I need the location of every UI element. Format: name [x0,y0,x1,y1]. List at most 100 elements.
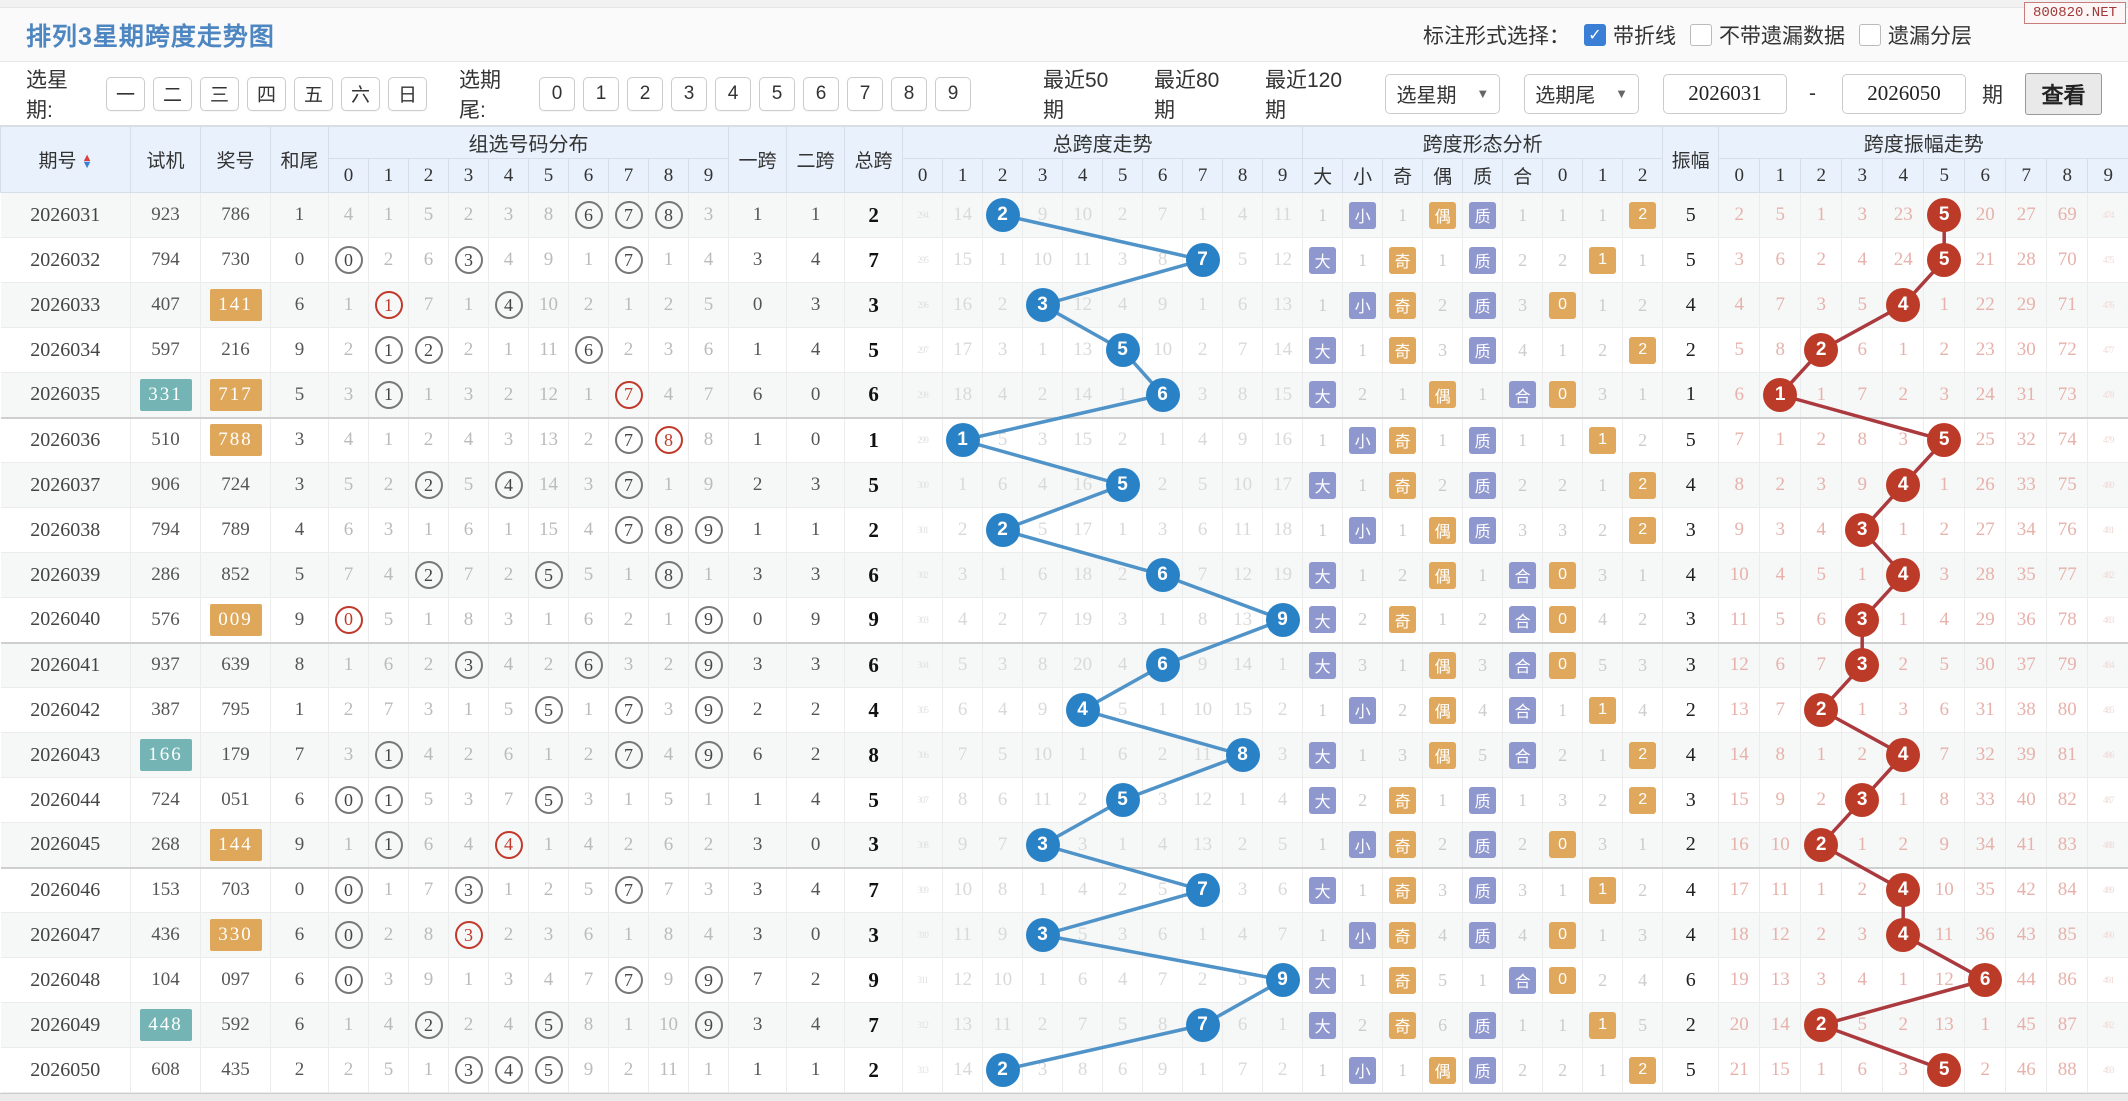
shape-cell: 2 [1622,327,1664,373]
amp-walk-cell: 490 [2087,912,2128,958]
week-button-三[interactable]: 三 [199,76,239,111]
dist-cell: 1 [608,282,649,328]
shape-cell: 奇 [1382,957,1424,1003]
dist-cell: 4 [448,417,489,463]
issue-cell: 2026032 [0,237,131,283]
option-miss-layer[interactable]: 遗漏分层 [1859,20,1972,50]
shape-cell: 1 [1382,642,1424,688]
recent-50-link[interactable]: 最近50期 [1042,68,1109,122]
span-walk-cell: 13 [1262,282,1304,328]
dist-cell: 13 [528,417,569,463]
amp-walk-cell: 486 [2087,732,2128,778]
amp-walk-cell: 39 [2005,732,2048,778]
repeat-digit-circle: 3 [454,921,483,949]
span-walk-cell: 3 [1022,1047,1064,1093]
option-no-miss-data[interactable]: 不带遗漏数据 [1690,20,1845,50]
week-button-日[interactable]: 日 [388,76,428,111]
dist-cell: 4 [488,1047,529,1093]
recent-80-link[interactable]: 最近80期 [1153,68,1220,122]
tail-button-0[interactable]: 0 [538,76,575,111]
span-walk-cell: 2 [1102,417,1144,463]
span-walk-cell: 20 [1062,642,1104,688]
shape-cell: 1 [1422,777,1464,823]
week-button-五[interactable]: 五 [294,76,334,111]
view-button[interactable]: 查看 [2025,72,2103,115]
week-button-四[interactable]: 四 [246,76,286,111]
tail-button-4[interactable]: 4 [714,76,751,111]
amp-walk-cell: 73 [2046,372,2089,419]
shape-badge: 大 [1309,336,1337,364]
span-ball: 9 [1265,602,1300,637]
dist-cell: 7 [408,282,449,328]
tail-button-2[interactable]: 2 [626,76,663,111]
amp-walk-cell: 70 [2046,237,2089,283]
amp-cell: 1 [1662,372,1720,419]
dist-cell: 1 [368,192,409,238]
tail-button-1[interactable]: 1 [582,76,619,111]
prize-cell: 703 [200,867,271,913]
amp-walk-cell: 32 [2005,417,2048,463]
amp-walk-cell: 1 [1841,822,1884,869]
dist-digit-header-3: 3 [448,158,489,193]
tail-button-8[interactable]: 8 [890,76,927,111]
dist-cell: 2 [488,912,529,958]
shape-cell: 2 [1542,237,1584,283]
kua2-cell: 1 [786,192,846,238]
prize-cell: 717 [200,372,271,419]
prize-cell: 795 [200,687,271,733]
checkbox-checked-icon[interactable]: ✓ [1584,23,1606,46]
span-walk-cell: 9 [1022,687,1064,733]
shape-badge: 奇 [1389,966,1417,994]
span-walk-cell: 294 [902,192,944,238]
span-walk-cell: 4 [982,687,1024,733]
week-select-dropdown[interactable]: 选星期 ▼ [1385,73,1501,114]
option-polyline[interactable]: ✓ 带折线 [1584,20,1676,50]
amp-walk-cell: 489 [2087,867,2128,913]
shape-col-header-偶: 偶 [1422,158,1464,193]
dist-cell: 12 [528,372,569,419]
span-walk-cell: 311 [902,957,944,1003]
amp-walk-cell: 1 [1882,327,1925,373]
kua-cell: 4 [844,687,904,733]
tail-button-5[interactable]: 5 [758,76,795,111]
shape-cell: 偶 [1422,1047,1464,1093]
week-button-二[interactable]: 二 [152,76,192,111]
tail-button-7[interactable]: 7 [846,76,883,111]
range-to-input[interactable] [1842,73,1967,114]
dist-cell: 4 [568,822,609,869]
tail-select-dropdown[interactable]: 选期尾 ▼ [1524,73,1640,114]
tail-button-3[interactable]: 3 [670,76,707,111]
shape-badge: 质 [1469,921,1497,949]
checkbox-unchecked-icon[interactable] [1859,23,1881,46]
table-row: 2026049 448 592 6 1 4 2 2 4 5 8 1 10 9 3 4 7 312 13 11 2 7 5 8 7… [0,1002,2128,1048]
week-button-六[interactable]: 六 [341,76,381,111]
tail-button-9[interactable]: 9 [934,76,971,111]
span-walk-cell: 1 [1022,327,1064,373]
amp-ball: 1 [1763,377,1798,412]
span-walk-cell: 299 [902,417,944,463]
amp-walk-cell: 42 [2005,867,2048,913]
col-issue-header[interactable]: 期号 ▲ ▼ [0,126,131,193]
shape-cell: 1 [1582,687,1624,733]
dist-cell: 1 [608,552,649,598]
shape-cell: 4 [1502,327,1544,373]
amp-walk-cell: 31 [2005,372,2048,419]
sort-icon[interactable]: ▲ ▼ [81,151,93,171]
recent-120-link[interactable]: 最近120期 [1264,68,1343,122]
kua1-cell: 1 [728,1047,788,1093]
dist-cell: 9 [688,957,730,1003]
shape-cell: 0 [1542,642,1584,688]
amp-walk-cell: 36 [2005,597,2048,644]
shape-badge: 偶 [1429,1056,1457,1084]
span-walk-cell: 3 [1142,777,1184,823]
issue-cell: 2026039 [0,552,131,598]
span-walk-cell: 5 [942,642,984,688]
amp-walk-cell: 11 [1923,912,1966,958]
amp-walk-cell: 2 [1841,732,1884,778]
dist-cell: 4 [368,1002,409,1048]
amp-walk-cell: 1 [1923,462,1966,508]
week-button-一[interactable]: 一 [105,76,145,111]
tail-button-6[interactable]: 6 [802,76,839,111]
checkbox-unchecked-icon[interactable] [1690,23,1712,46]
range-from-input[interactable] [1663,73,1788,114]
